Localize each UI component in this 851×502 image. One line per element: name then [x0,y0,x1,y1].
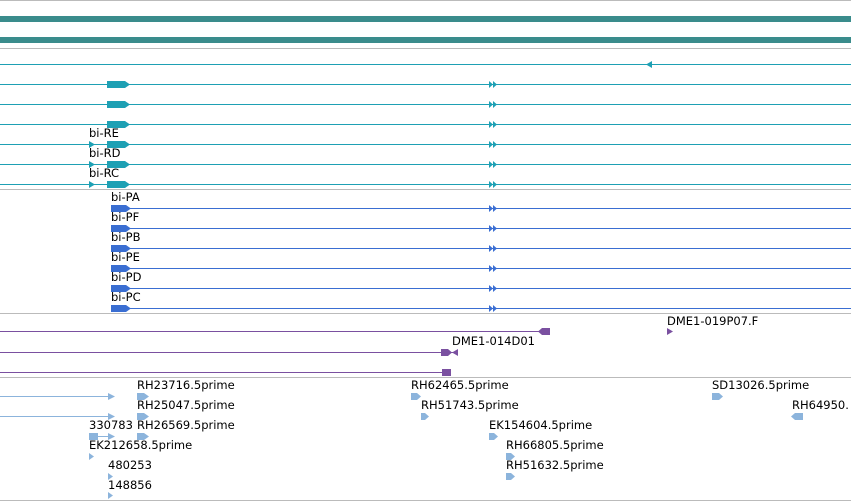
est-label: 330783 [89,418,133,432]
gene-span-bar[interactable] [0,16,851,22]
exon-block [489,305,497,312]
protein-label: bi-PA [111,190,140,204]
clone-label: DME1-014D01 [452,334,535,348]
transcript-label: bi-RE [89,126,119,140]
est-feature[interactable]: EK212658.5prime [89,438,192,460]
exon-block [107,141,130,148]
transcript-feature[interactable]: bi-RD [0,146,851,168]
protein-label: bi-PF [111,210,139,224]
exon-block [111,205,131,212]
exon-block [107,161,130,168]
est-feature[interactable] [89,433,115,440]
protein-feature[interactable]: bi-PC [111,290,851,312]
est-label: RH62465.5prime [411,378,509,392]
transcript-label: bi-RD [89,146,121,160]
exon-block [489,265,497,272]
protein-label: bi-PE [111,250,140,264]
transcript-feature[interactable] [0,61,851,68]
exon-block [489,121,497,128]
exon-block [489,181,497,188]
est-feature[interactable]: RH26569.5prime [137,418,235,440]
protein-feature[interactable]: bi-PD [111,270,851,292]
est-label: RH23716.5prime [137,378,235,392]
est-feature[interactable]: RH23716.5prime [137,378,235,400]
exon-block [107,121,130,128]
est-track: RH23716.5prime RH25047.5prime 330783 RH2… [0,378,849,499]
exon-block [489,161,497,168]
exon-block [489,285,497,292]
est-label: 148856 [108,478,152,492]
est-label: SD13026.5prime [712,378,809,392]
protein-feature[interactable]: bi-PE [111,250,851,272]
est-label: EK212658.5prime [89,438,192,452]
exon-block [489,101,497,108]
exon-block [489,81,497,88]
exon-block [107,81,130,88]
protein-feature[interactable]: bi-PF [111,210,851,232]
est-label: RH25047.5prime [137,398,235,412]
transcript-label: bi-RC [89,166,119,180]
protein-label: bi-PB [111,230,141,244]
clone-track: DME1-019P07.F DME1-014D01 [0,314,758,376]
protein-feature[interactable]: bi-PA [111,190,851,212]
clone-label: DME1-019P07.F [667,314,758,328]
exon-block [111,285,131,292]
est-feature[interactable]: RH64950. [791,398,849,420]
clone-feature[interactable]: DME1-019P07.F [667,314,758,335]
exon-block [111,305,131,312]
est-feature[interactable]: EK154604.5prime [489,418,592,440]
exon-block [111,225,131,232]
protein-feature[interactable]: bi-PB [111,230,851,252]
est-feature[interactable]: RH62465.5prime [411,378,509,400]
clone-feature[interactable] [0,328,550,335]
est-feature[interactable]: RH25047.5prime [137,398,235,420]
exon-block [111,245,131,252]
clone-feature[interactable] [0,369,451,376]
clone-end-marker [442,369,451,376]
exon-block [489,205,497,212]
exon-block [107,181,130,188]
protein-label: bi-PD [111,270,142,284]
clone-feature[interactable]: DME1-014D01 [0,334,535,356]
est-feature[interactable]: SD13026.5prime [712,378,809,400]
est-feature[interactable] [0,413,115,420]
strand-arrow-icon [89,161,95,168]
strand-arrow-icon [646,61,652,68]
protein-label: bi-PC [111,290,141,304]
est-label: RH66805.5prime [506,438,604,452]
transcript-track: bi-RE bi-RD bi-RC [0,61,851,188]
transcript-feature[interactable]: bi-RC [0,166,851,188]
est-feature[interactable]: RH51632.5prime [506,458,604,480]
est-label: RH64950. [792,398,849,412]
est-feature[interactable]: 148856 [108,478,152,499]
gene-span-bar[interactable] [0,37,851,43]
est-label: RH51743.5prime [421,398,519,412]
exon-block [489,225,497,232]
strand-arrow-icon [89,141,95,148]
exon-block [107,101,130,108]
est-label: 480253 [108,458,152,472]
est-feature[interactable] [0,393,115,400]
transcript-feature[interactable] [0,121,851,128]
est-feature[interactable]: 480253 [108,458,152,480]
est-feature[interactable]: 330783 [89,418,133,432]
strand-arrow-icon [667,328,673,335]
clone-end-marker [441,349,452,356]
exon-block [489,141,497,148]
transcript-feature[interactable]: bi-RE [0,126,851,148]
strand-arrow-icon [89,181,95,188]
est-label: RH26569.5prime [137,418,235,432]
exon-block [489,245,497,252]
transcript-feature[interactable] [0,81,851,88]
est-label: RH51632.5prime [506,458,604,472]
est-feature[interactable]: RH51743.5prime [421,398,519,420]
exon-block [111,265,131,272]
transcript-feature[interactable] [0,101,851,108]
clone-end-marker [538,328,550,335]
est-label: EK154604.5prime [489,418,592,432]
strand-arrow-icon [452,349,458,356]
est-feature[interactable]: RH66805.5prime [506,438,604,460]
protein-track: bi-PA bi-PF bi-PB bi-PE bi-PD [111,190,851,312]
